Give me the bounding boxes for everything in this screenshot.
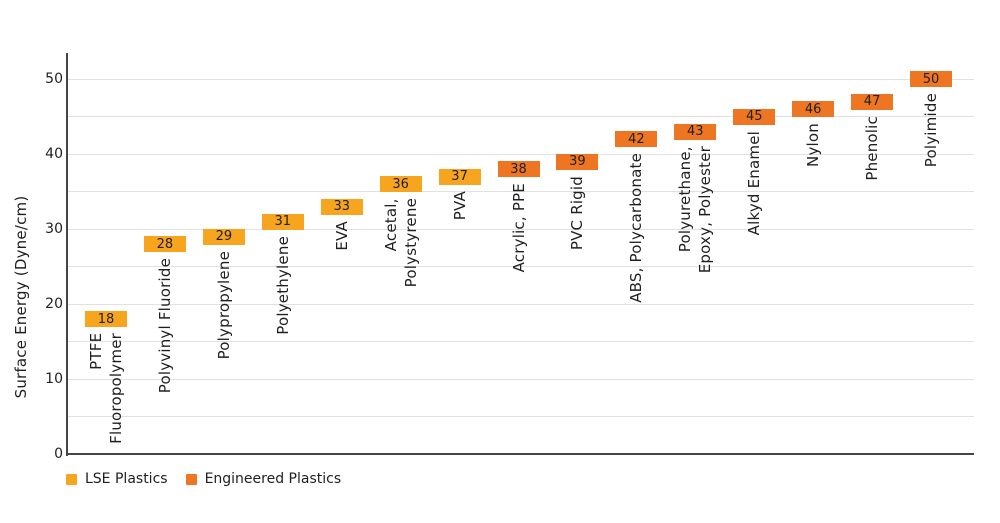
legend-label-engineered-plastics: Engineered Plastics [204,471,342,487]
gridline [67,116,974,117]
category-label: Polypropylene [214,250,233,359]
y-tick-label: 10 [45,371,63,387]
bar-value-label: 47 [863,94,881,109]
category-label: Polyurethane, Epoxy, Polyester [676,145,715,273]
legend-item-lse-plastics: LSE Plastics [66,471,168,487]
category-label: Phenolic [863,115,882,181]
bar: 29 [202,228,245,245]
category-label: ABS, Polycarbonate [627,153,646,303]
category-label: PVA [450,190,469,220]
bar-value-label: 39 [569,154,586,169]
bar: 28 [143,236,186,252]
x-axis-line [66,453,974,455]
bar: 46 [792,101,835,117]
bar-value-label: 29 [215,229,233,244]
gridline [67,378,974,380]
bar-value-label: 43 [687,124,704,139]
legend: LSE Plastics Engineered Plastics [66,471,341,487]
gridline [67,191,974,192]
lse-plastics-swatch-icon [66,473,77,485]
bar: 45 [733,108,776,125]
bar: 43 [674,123,717,140]
bar: 50 [910,71,953,87]
bar-value-label: 50 [922,71,940,87]
bar: 42 [615,131,658,147]
y-tick-label: 0 [54,446,63,462]
y-tick-label: 30 [45,221,63,237]
category-label: Polyethylene [273,235,292,335]
legend-label-lse-plastics: LSE Plastics [85,471,168,487]
bar: 38 [497,161,540,177]
bar: 39 [556,153,599,170]
gridline [67,78,974,80]
category-label: Polyvinyl Fluoride [155,258,174,394]
bar-value-label: 45 [745,109,763,124]
bar: 18 [85,311,127,327]
bar: 33 [320,198,363,215]
y-axis-line [66,53,68,456]
engineered-plastics-swatch-icon [185,473,197,485]
bar-value-label: 33 [333,199,350,214]
category-label: Polyimide [922,93,941,168]
bar-value-label: 37 [451,169,468,184]
bar-value-label: 18 [97,311,115,327]
bar: 37 [438,168,481,185]
category-label: Alkyd Enamel [745,130,764,235]
gridline [67,303,974,305]
category-label: Acrylic, PPE [509,183,528,273]
gridline [67,228,974,230]
y-tick-label: 40 [45,146,63,162]
category-label: EVA [332,220,351,251]
bar: 31 [261,213,304,230]
bar-value-label: 38 [510,161,527,177]
bar: 36 [379,176,422,192]
gridline [67,266,974,267]
y-tick-label: 50 [45,71,63,87]
bar-value-label: 36 [392,176,409,192]
bar-value-label: 28 [156,236,174,252]
bar-value-label: 46 [804,101,822,117]
bar: 47 [851,93,894,110]
bar-value-label: 31 [274,214,292,229]
category-label: PVC Rigid [568,175,587,250]
gridline [67,416,974,417]
bar-value-label: 42 [628,131,645,147]
category-label: Acetal, Polystyrene [381,198,420,288]
y-tick-label: 20 [45,296,63,312]
legend-item-engineered-plastics: Engineered Plastics [185,471,342,487]
gridline [67,153,974,155]
gridline [67,341,974,342]
category-label: PTFE Fluoropolymer [87,333,125,444]
category-label: Nylon [804,123,823,167]
